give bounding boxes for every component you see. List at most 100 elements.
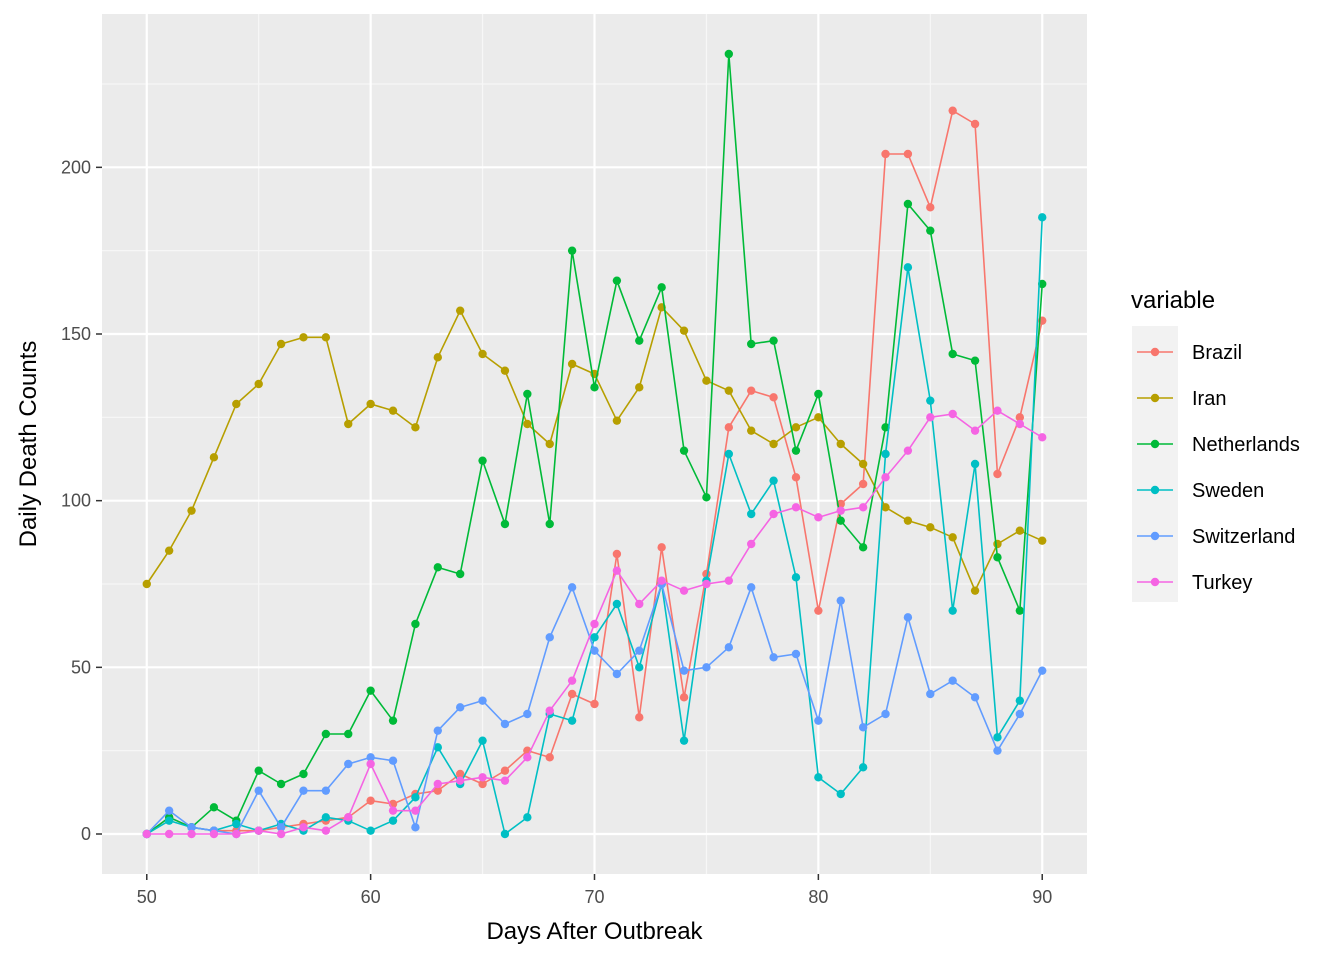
data-point-sweden (993, 733, 1002, 742)
data-point-iran (635, 383, 644, 392)
data-point-switzerland (455, 703, 465, 712)
data-point-iran (254, 379, 263, 389)
data-point-netherlands (545, 519, 554, 529)
data-point-switzerland (702, 663, 711, 672)
data-point-switzerland (769, 653, 778, 662)
data-point-iran (1038, 536, 1047, 545)
y-tick-label: 50 (71, 657, 91, 677)
data-point-sweden (612, 599, 622, 609)
data-point-switzerland (187, 823, 196, 832)
data-point-turkey (366, 759, 375, 769)
data-point-iran (747, 426, 756, 435)
data-point-iran (881, 503, 890, 512)
y-tick-label: 200 (61, 157, 91, 177)
data-point-netherlands (590, 383, 599, 392)
data-point-switzerland (344, 759, 353, 769)
data-point-iran (388, 406, 398, 415)
legend-label: Switzerland (1192, 526, 1295, 548)
legend-item-netherlands: Netherlands (1137, 434, 1300, 456)
data-point-brazil (500, 766, 510, 775)
data-point-brazil (433, 786, 442, 795)
data-point-turkey (388, 806, 398, 815)
data-point-netherlands (814, 389, 823, 399)
data-point-netherlands (254, 766, 263, 775)
data-point-sweden (567, 716, 577, 725)
data-point-iran (209, 453, 219, 462)
data-point-brazil (814, 606, 823, 615)
data-point-brazil (791, 473, 801, 482)
x-axis-title: Days After Outbreak (486, 918, 703, 945)
data-point-brazil (567, 689, 577, 699)
data-point-switzerland (411, 823, 420, 832)
data-point-sweden (1015, 696, 1025, 705)
data-point-brazil (455, 769, 465, 779)
data-point-turkey (500, 776, 510, 785)
data-point-iran (344, 419, 353, 429)
data-point-turkey (926, 413, 935, 422)
data-point-switzerland (523, 709, 532, 719)
data-point-iran (702, 376, 711, 385)
data-point-sweden (232, 819, 241, 829)
data-point-switzerland (881, 709, 890, 719)
data-point-switzerland (836, 596, 845, 605)
data-point-brazil (635, 713, 644, 722)
data-point-switzerland (993, 746, 1002, 755)
data-point-netherlands (1015, 606, 1025, 615)
data-point-switzerland (926, 689, 935, 699)
x-tick-label: 90 (1032, 887, 1052, 907)
data-point-switzerland (747, 583, 756, 592)
data-point-iran (433, 353, 442, 362)
data-point-turkey (769, 509, 778, 519)
data-point-switzerland (724, 643, 734, 652)
data-point-sweden (388, 816, 398, 825)
legend-label: Brazil (1192, 342, 1242, 364)
data-point-netherlands (836, 516, 845, 525)
series-iran (142, 303, 1047, 595)
data-point-netherlands (858, 543, 868, 552)
data-point-switzerland (612, 669, 622, 679)
data-point-sweden (679, 736, 689, 745)
data-point-turkey (724, 576, 734, 585)
data-point-turkey (1038, 433, 1047, 442)
legend-label: Netherlands (1192, 434, 1300, 456)
legend-item-switzerland: Switzerland (1137, 526, 1295, 548)
data-point-sweden (523, 813, 532, 822)
data-point-netherlands (523, 389, 532, 399)
data-point-iran (545, 439, 554, 449)
legend-item-sweden: Sweden (1137, 480, 1264, 502)
data-point-switzerland (791, 649, 801, 659)
data-point-turkey (814, 513, 823, 522)
data-point-iran (164, 546, 174, 555)
data-point-netherlands (993, 553, 1002, 562)
data-point-brazil (679, 693, 689, 702)
data-point-turkey (881, 473, 890, 482)
data-point-netherlands (411, 619, 420, 629)
data-point-sweden (321, 813, 331, 822)
data-point-switzerland (635, 646, 644, 655)
data-point-switzerland (679, 666, 689, 675)
data-point-brazil (970, 119, 980, 129)
data-point-netherlands (635, 336, 644, 345)
data-point-switzerland (433, 726, 442, 735)
data-point-netherlands (657, 283, 666, 292)
data-point-brazil (903, 149, 913, 159)
data-point-sweden (500, 829, 510, 839)
data-point-iran (612, 416, 622, 425)
data-point-sweden (881, 449, 890, 459)
data-point-switzerland (590, 646, 599, 655)
data-point-turkey (455, 776, 465, 785)
data-point-turkey (747, 539, 756, 549)
data-point-sweden (411, 793, 420, 802)
data-point-brazil (747, 386, 756, 395)
data-point-turkey (478, 773, 487, 782)
data-point-iran (366, 399, 375, 409)
data-point-netherlands (791, 446, 801, 455)
data-point-sweden (724, 449, 734, 459)
data-point-switzerland (254, 786, 263, 795)
data-point-iran (970, 586, 980, 595)
data-point-netherlands (321, 729, 331, 739)
data-point-netherlands (903, 199, 913, 209)
data-point-netherlands (433, 563, 442, 572)
data-point-switzerland (366, 753, 375, 762)
